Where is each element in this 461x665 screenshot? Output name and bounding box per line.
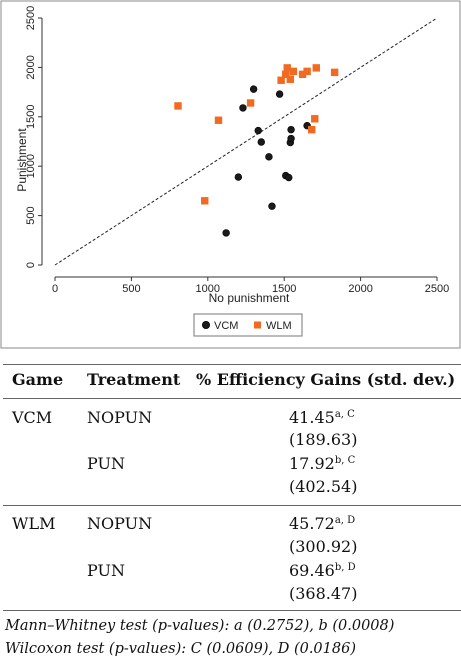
legend-label-vcm: VCM <box>214 320 238 332</box>
y-tick-label: 500 <box>25 206 37 224</box>
row-treatment: PUN <box>87 454 125 473</box>
point-wlm <box>214 116 223 124</box>
row-value: 45.72a, D <box>289 515 355 533</box>
point-wlm <box>282 70 290 79</box>
axes: 0 500 1000 1500 2000 2500 0 500 1000 1500 2000 2500 <box>25 6 449 295</box>
value-superscript: a, D <box>334 515 356 526</box>
point-vcm <box>268 202 276 210</box>
point-vcm <box>285 173 293 182</box>
header-efficiency: % Efficiency Gains (std. dev.) <box>196 370 456 389</box>
point-wlm <box>303 67 311 76</box>
x-axis-label: No punishment <box>209 291 290 305</box>
point-wlm <box>330 68 339 77</box>
row-treatment: NOPUN <box>87 514 153 533</box>
row-value: 41.45a, C <box>289 409 355 427</box>
point-vcm <box>222 229 230 237</box>
y-tick-label: 0 <box>25 262 37 268</box>
value-number: 69.46 <box>289 561 335 580</box>
point-vcm <box>249 85 258 93</box>
point-wlm <box>283 64 291 72</box>
x-tick-label: 0 <box>52 283 58 295</box>
value-superscript: a, C <box>334 409 355 420</box>
header-treatment: Treatment <box>87 370 181 389</box>
row-value: 17.92b, C <box>289 455 355 473</box>
point-wlm <box>298 70 307 79</box>
header-game: Game <box>12 370 64 389</box>
legend-marker-wlm <box>254 321 261 329</box>
value-superscript: b, D <box>334 562 356 573</box>
table-top-rule <box>3 364 461 365</box>
row-std-dev: (368.47) <box>289 584 358 603</box>
table-bottom-rule <box>3 610 461 611</box>
y-tick-label: 2000 <box>25 55 37 79</box>
legend: VCM WLM <box>193 313 303 337</box>
y-tick-label: 1000 <box>25 154 37 178</box>
row-treatment: PUN <box>87 561 125 580</box>
point-vcm <box>275 90 284 98</box>
row-game: WLM <box>12 514 56 533</box>
row-std-dev: (300.92) <box>289 537 358 556</box>
y-axis-label: Punishment <box>15 128 29 192</box>
row-game: VCM <box>12 408 53 427</box>
point-wlm <box>312 64 320 72</box>
row-value: 69.46b, D <box>289 562 356 580</box>
point-wlm <box>201 197 209 205</box>
point-vcm <box>265 153 273 161</box>
value-number: 41.45 <box>289 408 335 427</box>
footnote-mann-whitney: Mann–Whitney test (p-values): a (0.2752)… <box>5 618 395 634</box>
x-tick-label: 2000 <box>348 283 372 295</box>
plot-frame <box>0 0 461 349</box>
value-number: 45.72 <box>289 514 335 533</box>
value-number: 17.92 <box>289 454 335 473</box>
point-wlm <box>286 75 295 83</box>
x-tick-label: 1000 <box>196 283 220 295</box>
legend-box <box>193 313 303 337</box>
point-vcm <box>287 125 295 134</box>
x-tick-label: 500 <box>122 283 140 295</box>
x-tick-label: 1500 <box>272 283 296 295</box>
point-wlm <box>308 125 316 134</box>
point-wlm <box>289 67 298 76</box>
y-tick-label: 1500 <box>25 105 37 129</box>
point-wlm <box>311 115 319 123</box>
row-treatment: NOPUN <box>87 408 153 427</box>
data-points <box>174 64 339 237</box>
row-std-dev: (189.63) <box>289 430 358 449</box>
x-tick-label: 2500 <box>425 283 449 295</box>
y-tick-label: 2500 <box>25 6 37 30</box>
point-vcm <box>257 138 265 146</box>
footnote-wilcoxon: Wilcoxon test (p-values): C (0.0609), D … <box>5 641 356 657</box>
point-vcm <box>287 134 295 143</box>
point-vcm <box>254 126 262 135</box>
legend-label-wlm: WLM <box>266 320 292 332</box>
row-std-dev: (402.54) <box>289 477 358 496</box>
scatter-chart: 0 500 1000 1500 2000 2500 0 500 1000 1500 2000 2500… <box>0 0 461 349</box>
table-group-rule <box>3 505 461 506</box>
point-wlm <box>174 102 182 110</box>
reference-line <box>54 17 438 266</box>
point-vcm <box>234 173 243 181</box>
point-wlm <box>246 99 255 107</box>
point-vcm <box>239 104 247 112</box>
value-superscript: b, C <box>334 455 356 466</box>
table-header-rule <box>3 398 461 399</box>
legend-marker-vcm <box>201 320 210 329</box>
point-wlm <box>277 76 285 84</box>
